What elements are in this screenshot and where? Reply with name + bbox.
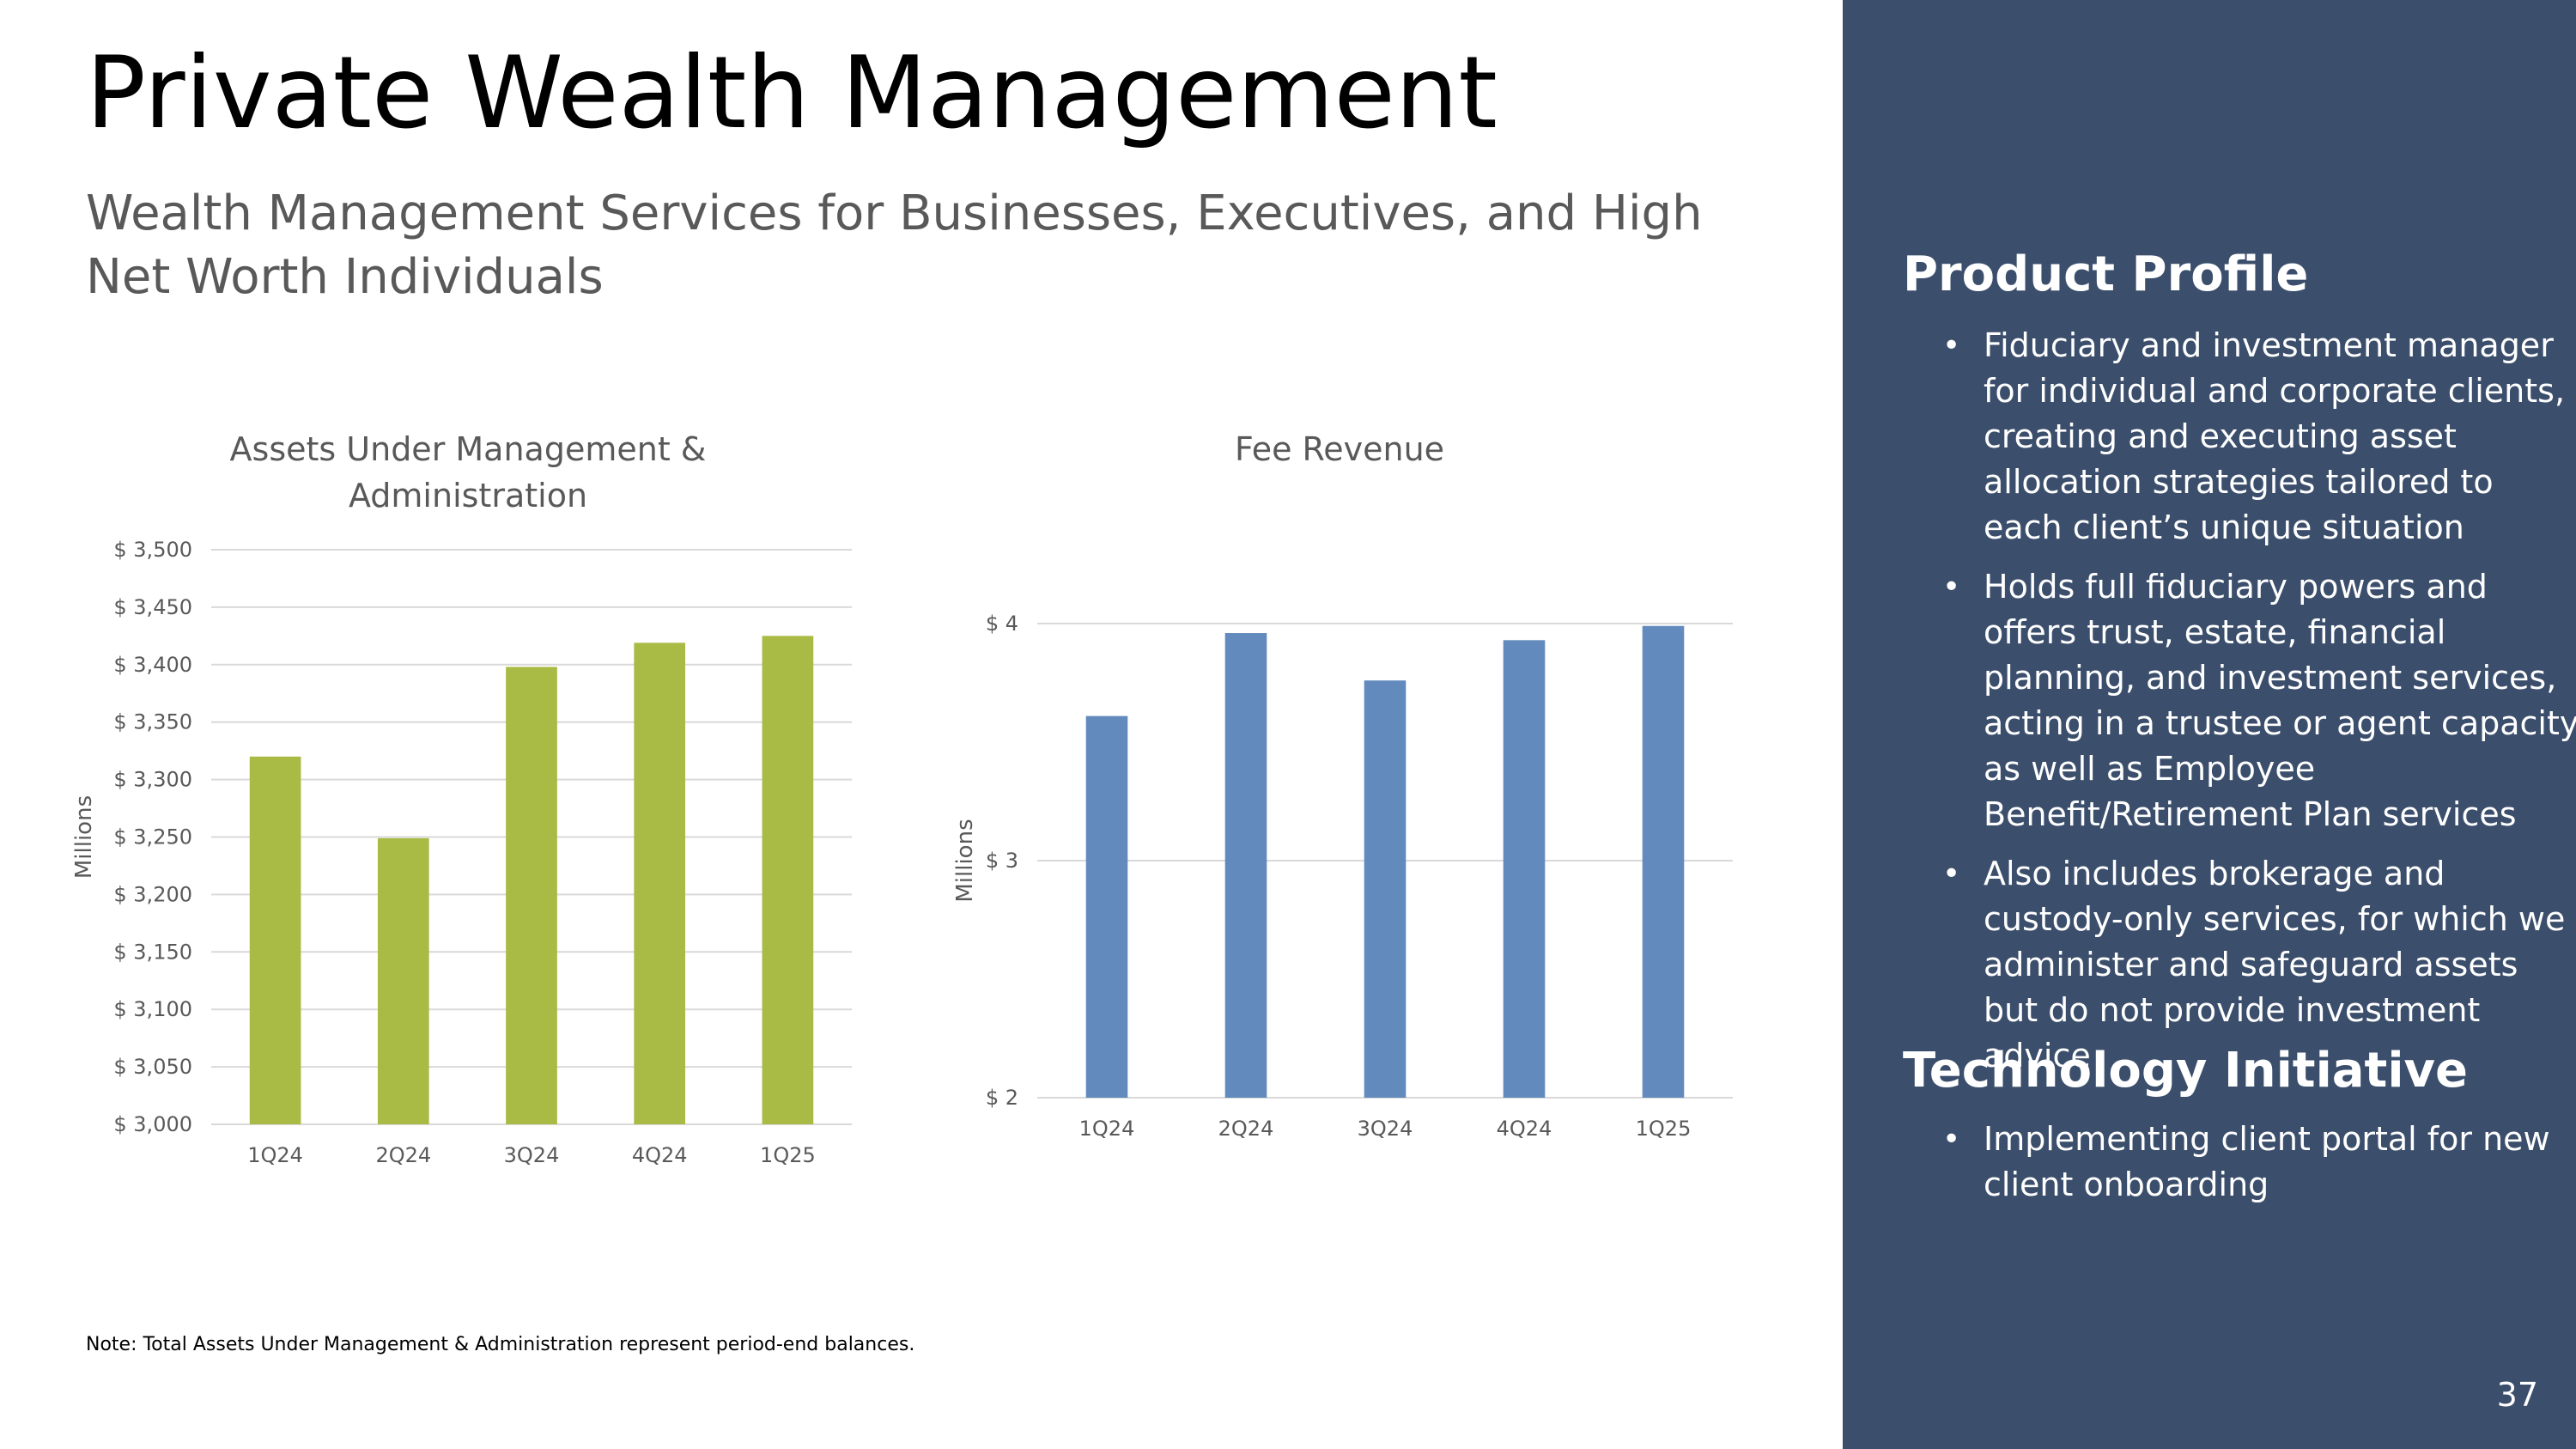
x-tick-label: 1Q25 (760, 1143, 816, 1167)
bullet-icon: • (1942, 569, 1961, 605)
y-tick-label: $ 3,450 (113, 595, 192, 619)
list-item: • Implementing client portal for new clie… (1903, 1117, 2576, 1208)
list-item: • Also includes brokerage and custody-onl… (1903, 851, 2576, 1079)
y-tick-label: $ 2 (986, 1086, 1018, 1110)
x-tick-label: 4Q24 (1497, 1117, 1552, 1141)
technology-initiative-heading: Technology Initiative (1903, 1043, 2468, 1099)
list-item-text: Implementing client portal for new clien… (1984, 1120, 2550, 1203)
x-tick-label: 4Q24 (632, 1143, 688, 1167)
bar (506, 667, 557, 1124)
y-tick-label: $ 4 (986, 612, 1018, 636)
bullet-icon: • (1942, 1122, 1961, 1157)
list-item-text: Also includes brokerage and custody-only… (1984, 855, 2566, 1075)
bullet-icon: • (1942, 856, 1961, 892)
bar (762, 636, 814, 1124)
x-tick-label: 3Q24 (504, 1143, 560, 1167)
y-tick-label: $ 3,100 (113, 997, 192, 1021)
y-tick-label: $ 3,500 (113, 538, 192, 562)
fee-revenue-bar-chart: $ 2 $ 3 $ 4 1Q24 2Q24 3Q24 4Q24 1Q25 Millions (952, 612, 1733, 1141)
y-tick-label: $ 3,250 (113, 825, 192, 849)
bar (1085, 715, 1128, 1098)
bar (249, 756, 301, 1124)
bar (1224, 633, 1267, 1098)
x-tick-label: 3Q24 (1358, 1117, 1413, 1141)
list-item: • Fiduciary and investment manager for in… (1903, 323, 2576, 551)
product-profile-heading: Product Profile (1903, 247, 2309, 302)
list-item-text: Holds full fiduciary powers and offers t… (1984, 568, 2576, 833)
product-profile-list: • Fiduciary and investment manager for in… (1903, 323, 2576, 1093)
x-tick-label: 2Q24 (1218, 1117, 1274, 1141)
bar (377, 837, 429, 1124)
fee-revenue-chart-title: Fee Revenue (1234, 430, 1445, 468)
footnote: Note: Total Assets Under Management & Ad… (86, 1334, 915, 1355)
aum-chart-title: Assets Under Management & Administration (229, 430, 707, 514)
technology-initiative-list: • Implementing client portal for new clie… (1903, 1117, 2576, 1221)
y-tick-label: $ 3,300 (113, 768, 192, 792)
page-title: Private Wealth Management (86, 35, 1498, 151)
aum-bar-chart: $ 3,000 $ 3,050 $ 3,100 $ 3,150 $ 3,200 $ 3,2… (71, 538, 852, 1167)
y-tick-label: $ 3,350 (113, 710, 192, 734)
bullet-icon: • (1942, 328, 1961, 363)
bar (1503, 640, 1546, 1098)
y-axis-label: Millions (71, 795, 97, 879)
x-tick-label: 1Q24 (1079, 1117, 1135, 1141)
bar (634, 642, 686, 1124)
y-tick-label: $ 3,000 (113, 1112, 192, 1136)
list-item-text: Fiduciary and investment manager for ind… (1984, 326, 2566, 546)
y-tick-label: $ 3,200 (113, 882, 192, 906)
y-axis-label: Millions (952, 819, 978, 902)
y-tick-label: $ 3,400 (113, 653, 192, 677)
bar (1364, 680, 1406, 1098)
y-tick-label: $ 3 (986, 849, 1018, 873)
y-tick-label: $ 3,050 (113, 1055, 192, 1079)
x-tick-label: 1Q24 (247, 1143, 303, 1167)
page-subtitle: Wealth Management Services for Businesse… (86, 186, 1703, 305)
x-tick-label: 1Q25 (1636, 1117, 1692, 1141)
x-tick-label: 2Q24 (375, 1143, 431, 1167)
sidebar-panel: Product Profile • Fiduciary and investmen… (1843, 0, 2576, 1449)
y-tick-label: $ 3,150 (113, 940, 192, 964)
bar (1642, 625, 1685, 1098)
list-item: • Holds full fiduciary powers and offers … (1903, 564, 2576, 837)
page-number: 37 (2496, 1376, 2538, 1414)
